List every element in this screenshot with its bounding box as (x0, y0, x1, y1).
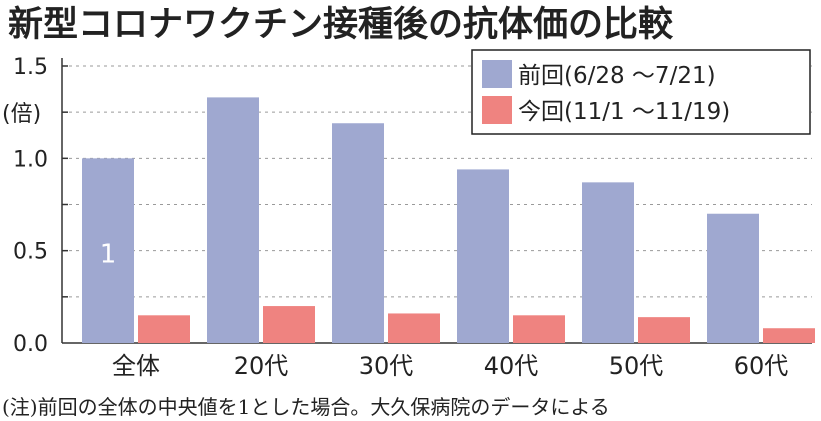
bar-annotation: 1 (100, 240, 117, 270)
bar-current (138, 315, 190, 343)
y-tick-labels: 0.0 0.5 1.0 1.5 (13, 55, 48, 357)
legend-label-previous: 前回(6/28 ～7/21) (518, 63, 716, 89)
footnote: (注)前回の全体の中央値を1とした場合。大久保病院のデータによる (2, 395, 610, 419)
chart-title: 新型コロナワクチン接種後の抗体価の比較 (8, 4, 674, 45)
category-label: 全体 (112, 352, 160, 380)
legend: 前回(6/28 ～7/21) 今回(11/1 ～11/19) (471, 49, 811, 135)
legend-label-current: 今回(11/1 ～11/19) (518, 99, 730, 125)
bar-previous (82, 158, 134, 343)
legend-swatch-current (482, 96, 512, 124)
category-label: 20代 (234, 352, 289, 380)
category-label: 50代 (609, 352, 664, 380)
bar-current (638, 317, 690, 343)
legend-box (471, 49, 811, 135)
bar-previous (582, 182, 634, 343)
legend-swatch-previous (482, 60, 512, 88)
category-label: 40代 (484, 352, 539, 380)
category-label: 30代 (359, 352, 414, 380)
y-tick-label: 0.0 (13, 332, 48, 357)
bar-previous (707, 213, 759, 343)
category-label: 60代 (734, 352, 789, 380)
category-labels: 全体 20代 30代 40代 50代 60代 (112, 352, 788, 380)
bar-current (763, 328, 815, 343)
bar-current (513, 315, 565, 343)
bar-previous (332, 123, 384, 343)
bar-previous (207, 97, 259, 343)
y-tick-label: 1.0 (13, 147, 48, 172)
y-tick-label: 1.5 (13, 55, 48, 80)
bars (82, 97, 815, 343)
bar-current (388, 313, 440, 343)
bar-current (263, 306, 315, 343)
y-tick-label: 0.5 (13, 240, 48, 265)
y-axis-unit: (倍) (2, 102, 41, 127)
bar-previous (457, 169, 509, 343)
